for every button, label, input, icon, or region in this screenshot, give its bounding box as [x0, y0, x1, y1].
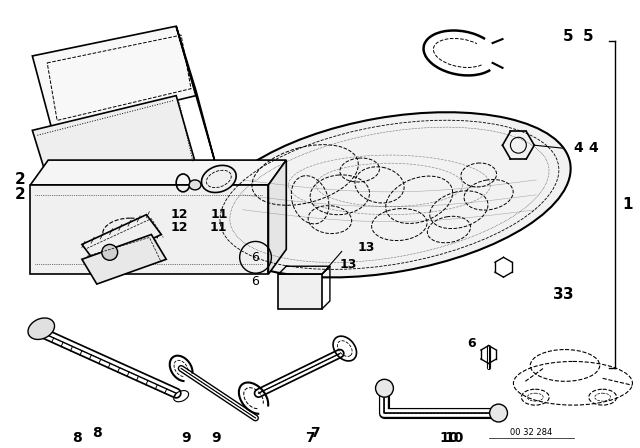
Text: 6: 6: [252, 251, 259, 264]
Text: 1: 1: [622, 197, 633, 212]
Text: 6: 6: [252, 275, 259, 288]
Text: 4: 4: [573, 141, 583, 155]
Text: 5: 5: [563, 29, 573, 43]
Text: 12: 12: [170, 208, 188, 221]
Polygon shape: [33, 26, 196, 130]
Polygon shape: [30, 185, 268, 274]
Ellipse shape: [202, 165, 236, 193]
Text: 10: 10: [439, 431, 459, 445]
Text: 5: 5: [582, 29, 593, 43]
Ellipse shape: [490, 404, 508, 422]
Text: 8: 8: [72, 431, 82, 445]
Text: 7: 7: [310, 426, 320, 440]
Text: 9: 9: [211, 431, 221, 445]
Polygon shape: [33, 95, 196, 195]
Ellipse shape: [189, 180, 201, 190]
Text: 13: 13: [358, 241, 375, 254]
Ellipse shape: [208, 112, 571, 277]
Text: 2: 2: [15, 187, 26, 202]
Polygon shape: [30, 160, 286, 185]
Text: 12: 12: [170, 221, 188, 234]
Text: 9: 9: [181, 431, 191, 445]
Bar: [278, 274, 322, 309]
Text: 8: 8: [92, 426, 102, 440]
Text: 7: 7: [305, 431, 315, 445]
Text: 4: 4: [588, 141, 598, 155]
Text: 10: 10: [444, 431, 463, 445]
Polygon shape: [176, 26, 216, 165]
Ellipse shape: [28, 318, 54, 340]
Text: 13: 13: [340, 258, 357, 271]
Ellipse shape: [376, 379, 394, 397]
Text: 11: 11: [210, 208, 228, 221]
Polygon shape: [82, 234, 166, 284]
Ellipse shape: [102, 245, 118, 260]
Text: 2: 2: [15, 172, 26, 187]
Text: 11: 11: [209, 221, 227, 234]
Text: 3: 3: [563, 287, 573, 302]
Text: 6: 6: [467, 337, 476, 350]
Text: 00 32 284: 00 32 284: [510, 428, 552, 437]
Polygon shape: [82, 215, 161, 264]
Text: 3: 3: [553, 287, 563, 302]
Polygon shape: [268, 160, 286, 274]
